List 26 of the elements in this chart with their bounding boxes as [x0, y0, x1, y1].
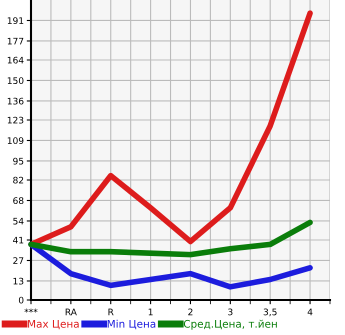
y-tick-label: 136	[8, 98, 24, 105]
legend-label: Max Цена	[28, 320, 79, 330]
y-tick-label: 41	[13, 236, 24, 244]
y-tick-label: 109	[8, 137, 24, 144]
x-tick-label: 2	[188, 308, 192, 316]
x-tick-label: 3	[228, 308, 232, 316]
y-tick-label: 164	[8, 56, 24, 64]
y-tick-label: 150	[8, 77, 24, 84]
y-tick-label: 123	[8, 116, 24, 124]
y-tick-label: 27	[13, 257, 24, 264]
y-tick-label: 177	[8, 38, 24, 44]
x-tick-label: 4	[308, 308, 312, 316]
y-tick-label: 95	[13, 158, 24, 165]
y-tick-label: 13	[14, 278, 24, 285]
x-tick-label: 3,5	[264, 308, 277, 316]
legend-label: Сред.Цена, т.йен	[184, 320, 277, 330]
x-tick-label: 1	[148, 308, 153, 316]
y-tick-label: 54	[13, 218, 24, 225]
y-tick-label: 82	[13, 176, 24, 184]
x-tick-label: ***	[24, 308, 38, 313]
y-tick-label: 68	[13, 197, 24, 204]
legend-label: Min Цена	[108, 320, 156, 330]
x-tick-label: R	[108, 308, 114, 316]
y-tick-label: 191	[8, 17, 24, 24]
x-tick-label: RA	[66, 308, 77, 316]
y-tick-label: 0	[18, 296, 24, 304]
